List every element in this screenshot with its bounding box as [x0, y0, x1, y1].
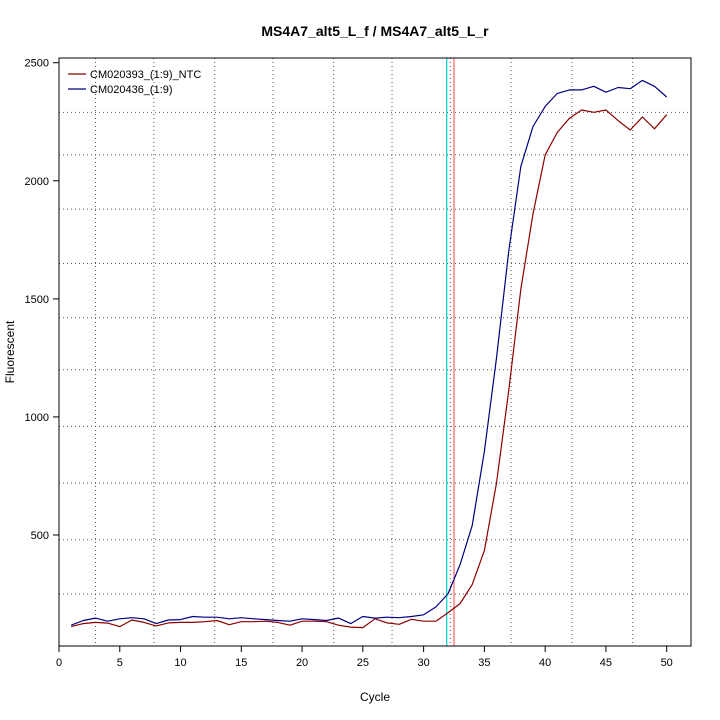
x-tick-label: 5 — [117, 657, 123, 669]
grid-lines — [59, 58, 691, 646]
legend-label: CM020436_(1:9) — [90, 84, 173, 96]
threshold-lines — [446, 58, 455, 646]
x-tick-label: 20 — [296, 657, 308, 669]
series-layer — [70, 79, 668, 629]
x-axis-label: Cycle — [360, 690, 390, 704]
x-tick-label: 0 — [56, 657, 62, 669]
x-tick-label: 50 — [661, 657, 673, 669]
legend: CM020393_(1:9)_NTC CM020436_(1:9) — [68, 69, 201, 96]
chart-title: MS4A7_alt5_L_f / MS4A7_alt5_L_r — [261, 23, 489, 39]
plot-frame — [58, 57, 692, 647]
x-tick-label: 10 — [174, 657, 186, 669]
x-tick-label: 25 — [357, 657, 369, 669]
y-tick-label: 2000 — [25, 176, 49, 188]
x-tick-label: 40 — [539, 657, 551, 669]
x-tick-label: 35 — [478, 657, 490, 669]
x-tick-label: 15 — [235, 657, 247, 669]
series-line-0 — [71, 109, 668, 629]
y-tick-label: 500 — [31, 530, 49, 542]
y-axis: 500 1000 1500 2000 2500 — [25, 58, 59, 542]
x-axis: 0 5 10 15 20 25 30 35 40 45 50 — [56, 646, 673, 669]
x-tick-label: 45 — [600, 657, 612, 669]
y-tick-label: 1500 — [25, 294, 49, 306]
x-tick-label: 30 — [417, 657, 429, 669]
legend-label: CM020393_(1:9)_NTC — [90, 69, 201, 81]
y-axis-label: Fluorescent — [3, 320, 17, 383]
y-tick-label: 1000 — [25, 412, 49, 424]
y-tick-label: 2500 — [25, 58, 49, 70]
series-line-1 — [70, 79, 668, 626]
